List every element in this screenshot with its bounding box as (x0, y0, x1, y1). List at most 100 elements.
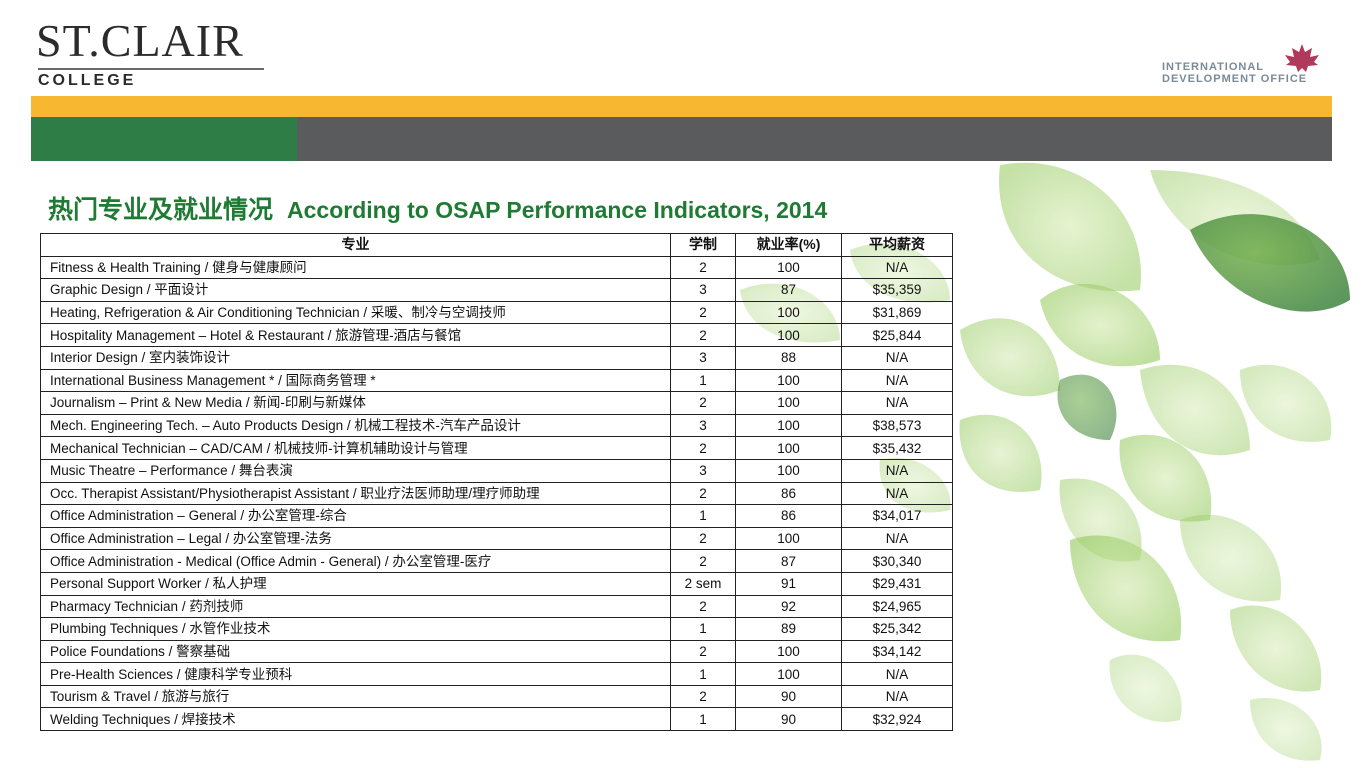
salary-cell: N/A (841, 391, 953, 415)
program-cell: Police Foundations / 警察基础 (40, 639, 671, 664)
employment-rate-cell: 100 (735, 391, 842, 415)
salary-cell: N/A (841, 368, 953, 393)
page-title: 热门专业及就业情况 According to OSAP Performance I… (48, 190, 827, 226)
program-cell: Occ. Therapist Assistant/Physiotherapist… (40, 481, 671, 506)
logo-divider (38, 68, 264, 70)
table-row: Plumbing Techniques / 水管作业技术 1 89 $25,342 (40, 617, 953, 641)
program-cell: Office Administration - Medical (Office … (40, 549, 671, 573)
program-cell: Music Theatre – Performance / 舞台表演 (40, 458, 671, 483)
duration-cell: 2 (670, 323, 736, 347)
duration-cell: 2 (670, 436, 736, 460)
duration-cell: 2 (670, 391, 736, 415)
table-row: Mechanical Technician – CAD/CAM / 机械技师-计… (40, 436, 953, 460)
salary-cell: $35,432 (841, 436, 953, 460)
duration-cell: 2 (670, 300, 736, 325)
duration-cell: 2 (670, 255, 736, 280)
header-duration: 学制 (670, 233, 736, 257)
table-row: Occ. Therapist Assistant/Physiotherapist… (40, 481, 953, 506)
header-green-block (31, 117, 297, 161)
employment-rate-cell: 100 (735, 255, 842, 280)
employment-rate-cell: 89 (735, 617, 842, 641)
program-cell: Hospitality Management – Hotel & Restaur… (40, 323, 671, 347)
header-average-salary: 平均薪资 (841, 233, 953, 257)
employment-rate-cell: 86 (735, 504, 842, 528)
employment-rate-cell: 100 (735, 323, 842, 347)
duration-cell: 2 (670, 526, 736, 551)
programs-table: 专业 学制 就业率(%) 平均薪资 Fitness & Health Train… (40, 233, 953, 732)
table-row: Music Theatre – Performance / 舞台表演 3 100 N/… (40, 458, 953, 483)
duration-cell: 2 (670, 549, 736, 573)
duration-cell: 2 (670, 639, 736, 664)
table-row: Police Foundations / 警察基础 2 100 $34,142 (40, 639, 953, 664)
duration-cell: 3 (670, 413, 736, 438)
duration-cell: 2 sem (670, 571, 736, 596)
table-row: Heating, Refrigeration & Air Conditionin… (40, 300, 953, 325)
table-row: Office Administration – Legal / 办公室管理-法务… (40, 526, 953, 551)
employment-rate-cell: 100 (735, 368, 842, 393)
program-cell: Personal Support Worker / 私人护理 (40, 571, 671, 596)
duration-cell: 3 (670, 278, 736, 302)
salary-cell: N/A (841, 255, 953, 280)
employment-rate-cell: 88 (735, 345, 842, 370)
header-gray-block (297, 117, 1332, 161)
salary-cell: N/A (841, 526, 953, 551)
employment-rate-cell: 87 (735, 549, 842, 573)
program-cell: Fitness & Health Training / 健身与健康顾问 (40, 255, 671, 280)
office-logo: INTERNATIONAL DEVELOPMENT OFFICE (1162, 42, 1332, 90)
table-header-row: 专业 学制 就业率(%) 平均薪资 (40, 233, 953, 257)
salary-cell: $25,342 (841, 617, 953, 641)
duration-cell: 1 (670, 368, 736, 393)
duration-cell: 3 (670, 458, 736, 483)
employment-rate-cell: 90 (735, 707, 842, 732)
program-cell: Welding Techniques / 焊接技术 (40, 707, 671, 732)
duration-cell: 1 (670, 662, 736, 686)
table-row: Personal Support Worker / 私人护理 2 sem 91 $29… (40, 571, 953, 596)
program-cell: International Business Management * / 国际… (40, 368, 671, 393)
salary-cell: $32,924 (841, 707, 953, 732)
duration-cell: 2 (670, 594, 736, 619)
table-row: Office Administration – General / 办公室管理-… (40, 504, 953, 528)
duration-cell: 1 (670, 617, 736, 641)
table-row: Tourism & Travel / 旅游与旅行 2 90 N/A (40, 684, 953, 709)
program-cell: Pre-Health Sciences / 健康科学专业预科 (40, 662, 671, 686)
program-cell: Office Administration – Legal / 办公室管理-法务 (40, 526, 671, 551)
table-row: Journalism – Print & New Media / 新闻-印刷与新… (40, 391, 953, 415)
program-cell: Journalism – Print & New Media / 新闻-印刷与新… (40, 391, 671, 415)
table-row: International Business Management * / 国际… (40, 368, 953, 393)
employment-rate-cell: 100 (735, 436, 842, 460)
table-row: Welding Techniques / 焊接技术 1 90 $32,924 (40, 707, 953, 732)
page-title-en: According to OSAP Performance Indicators… (287, 197, 828, 223)
header-program: 专业 (40, 233, 671, 257)
salary-cell: N/A (841, 458, 953, 483)
program-cell: Heating, Refrigeration & Air Conditionin… (40, 300, 671, 325)
employment-rate-cell: 100 (735, 662, 842, 686)
program-cell: Mechanical Technician – CAD/CAM / 机械技师-计… (40, 436, 671, 460)
employment-rate-cell: 87 (735, 278, 842, 302)
header-accent-bar (31, 96, 1332, 117)
office-name-line1: INTERNATIONAL (1162, 61, 1265, 73)
office-name-line2: DEVELOPMENT OFFICE (1162, 73, 1308, 85)
duration-cell: 2 (670, 684, 736, 709)
table-row: Interior Design / 室内装饰设计 3 88 N/A (40, 345, 953, 370)
duration-cell: 1 (670, 707, 736, 732)
salary-cell: $30,340 (841, 549, 953, 573)
employment-rate-cell: 86 (735, 481, 842, 506)
employment-rate-cell: 100 (735, 639, 842, 664)
salary-cell: $24,965 (841, 594, 953, 619)
duration-cell: 2 (670, 481, 736, 506)
table-row: Mech. Engineering Tech. – Auto Products … (40, 413, 953, 438)
salary-cell: $38,573 (841, 413, 953, 438)
employment-rate-cell: 92 (735, 594, 842, 619)
program-cell: Interior Design / 室内装饰设计 (40, 345, 671, 370)
salary-cell: N/A (841, 662, 953, 686)
salary-cell: $25,844 (841, 323, 953, 347)
maple-leaf-icon (1285, 44, 1319, 72)
table-row: Pharmacy Technician / 药剂技师 2 92 $24,965 (40, 594, 953, 619)
duration-cell: 1 (670, 504, 736, 528)
employment-rate-cell: 100 (735, 300, 842, 325)
salary-cell: N/A (841, 684, 953, 709)
program-cell: Office Administration – General / 办公室管理-… (40, 504, 671, 528)
table-row: Graphic Design / 平面设计 3 87 $35,359 (40, 278, 953, 302)
program-cell: Mech. Engineering Tech. – Auto Products … (40, 413, 671, 438)
